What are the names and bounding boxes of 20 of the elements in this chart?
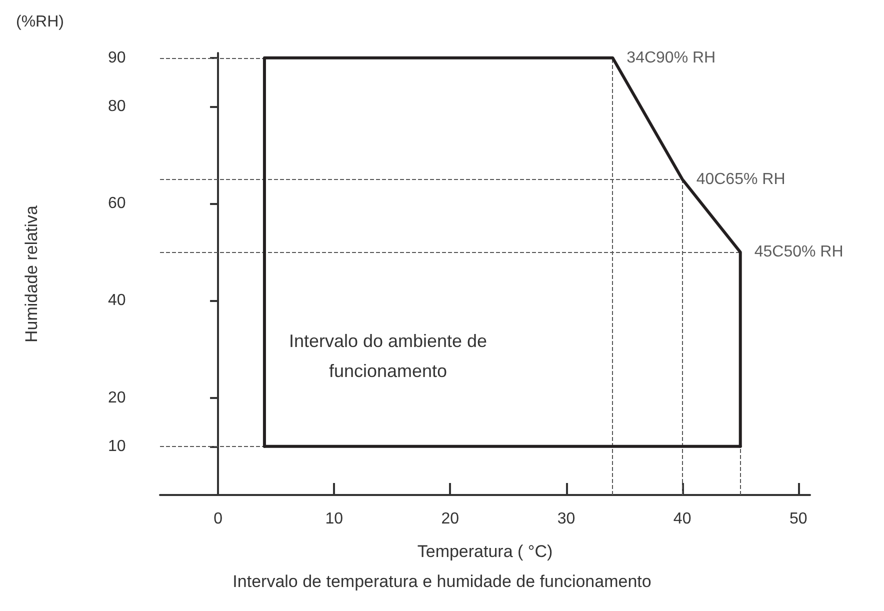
annotation: 34C90% RH <box>626 49 716 66</box>
y-tick-label: 80 <box>108 98 126 115</box>
x-tick-label: 30 <box>557 510 576 528</box>
y-tick-label: 40 <box>108 292 126 310</box>
y-tick-label: 10 <box>108 438 126 455</box>
annotation: Intervalo do ambiente de funcionamento <box>288 331 488 381</box>
x-tick-label: 0 <box>214 510 223 528</box>
text: (%RH) <box>16 14 64 30</box>
y-axis-title: Humidade relativa <box>22 204 41 343</box>
x-tick-label: 50 <box>789 510 808 528</box>
y-tick-label: 60 <box>108 195 126 212</box>
x-tick-label: 20 <box>441 510 460 528</box>
annotation: 45C50% RH <box>754 244 844 261</box>
x-tick-label: 10 <box>325 510 344 528</box>
x-tick-label: 40 <box>673 510 692 528</box>
y-tick-label: 20 <box>108 389 126 406</box>
y-tick-label: 90 <box>108 49 126 66</box>
text: Intervalo de temperatura e humidade de funcionamento <box>232 572 652 591</box>
annotation: 40C65% RH <box>696 170 786 188</box>
x-axis-title: Temperatura ( °C) <box>417 542 553 561</box>
